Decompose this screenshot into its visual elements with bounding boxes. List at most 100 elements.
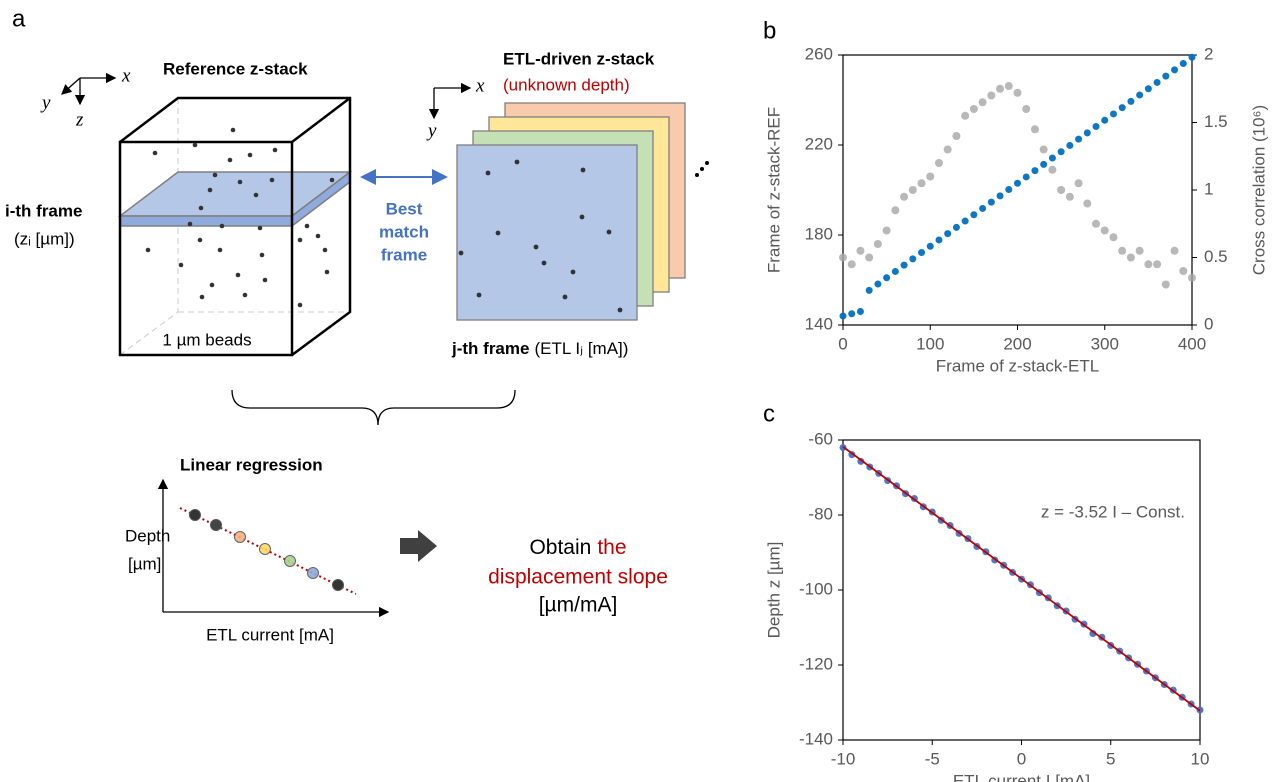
data-point	[979, 204, 987, 212]
data-point	[1083, 199, 1092, 208]
x-tick-label: 10	[1191, 749, 1210, 768]
data-point	[1100, 226, 1109, 235]
data-point	[1039, 145, 1048, 154]
x-tick-label: 200	[1003, 334, 1031, 353]
chart: c -10 -5 0 5 10 -140 -120 -100 -80 -60 ETL current …	[763, 400, 1209, 782]
data-point	[1188, 273, 1196, 282]
data-point	[934, 159, 943, 167]
big-arrow	[400, 530, 437, 562]
data-point	[1048, 165, 1057, 174]
y-tick-label: -120	[799, 654, 833, 673]
y2-tick-label: 0.5	[1204, 247, 1228, 266]
annotation: z = -3.52 I – Const.	[1041, 502, 1185, 521]
data-point	[1048, 154, 1056, 162]
data-point	[987, 198, 995, 206]
data-point	[1083, 129, 1091, 137]
x-tick-label: 0	[1017, 749, 1026, 768]
axis-label: x	[475, 75, 485, 96]
data-point	[996, 192, 1004, 200]
outcome-text: [µm/mA]	[539, 594, 618, 617]
data-point	[865, 286, 873, 294]
data-point	[1144, 85, 1152, 93]
outcome-text: displacement slope	[488, 566, 668, 589]
data-point	[1092, 219, 1101, 228]
brace	[231, 389, 516, 426]
data-point	[1170, 246, 1179, 255]
i-frame-depth: (zᵢ [µm])	[14, 229, 75, 248]
data-point	[1030, 125, 1039, 134]
data-point	[987, 91, 996, 100]
data-point	[1179, 60, 1187, 68]
chart: b 0 100 200 300 400 140 180 220 260 0 0.5 1 1.5 2 Frame…	[763, 17, 1268, 375]
data-point	[908, 186, 917, 194]
x-axis-title: ETL current I [mA]	[953, 771, 1090, 782]
axis-label: y	[40, 92, 51, 113]
data-point	[969, 105, 978, 113]
cube	[117, 96, 353, 357]
data-point	[1040, 160, 1048, 168]
data-point	[1144, 260, 1153, 269]
data-point	[847, 260, 856, 269]
y2-tick-label: 2	[1204, 44, 1213, 63]
etl-subtitle: (unknown depth)	[503, 75, 630, 94]
data-point	[873, 240, 882, 248]
panel-label: c	[763, 400, 775, 427]
data-point	[1136, 91, 1144, 99]
y2-axis-title: Cross correlation (10⁶)	[1249, 105, 1268, 275]
data-point	[882, 226, 891, 235]
axis-label: z	[75, 109, 84, 130]
data-point	[1153, 260, 1162, 269]
data-point	[935, 236, 943, 244]
data-point	[952, 132, 961, 140]
data-point	[1092, 123, 1100, 131]
outcome-text: Obtain	[529, 536, 591, 559]
ellipsis	[695, 161, 709, 177]
i-frame-label: i-th frame	[5, 201, 82, 220]
y-tick-label: -80	[808, 504, 833, 523]
data-point	[900, 261, 908, 269]
y2-tick-label: 1	[1204, 179, 1213, 198]
data-point	[856, 308, 864, 315]
data-point	[1171, 66, 1179, 74]
data-point	[1013, 88, 1022, 97]
data-point	[856, 246, 865, 255]
data-point	[1162, 72, 1170, 80]
data-point	[865, 253, 874, 262]
data-point	[909, 255, 917, 263]
y-tick-label: 180	[805, 224, 833, 243]
x-tick-label: 0	[838, 334, 847, 353]
outcome-text: the	[597, 536, 626, 559]
y2-tick-label: 1.5	[1204, 112, 1228, 131]
data-point	[1075, 135, 1083, 143]
outcome-line: Obtain the	[529, 536, 626, 559]
data-point	[1161, 280, 1170, 289]
y-tick-label: -60	[808, 429, 833, 448]
data-point	[1179, 267, 1188, 275]
data-point	[970, 211, 978, 219]
y-tick-label: 260	[805, 44, 833, 63]
data-point	[1118, 104, 1126, 112]
data-point	[1022, 173, 1030, 181]
panel-label: a	[12, 5, 26, 32]
data-point	[1074, 179, 1083, 188]
data-point	[952, 223, 960, 231]
best-match-label: match	[379, 222, 429, 241]
beads-label: 1 µm beads	[162, 330, 251, 349]
x-tick-label: 100	[916, 334, 944, 353]
reference-title: Reference z-stack	[163, 59, 308, 78]
panel-a: a x y z Reference z-stack i-th frame (zᵢ…	[5, 5, 709, 644]
x-axis-title: Frame of z-stack-ETL	[936, 356, 1099, 375]
data-point	[1022, 105, 1031, 113]
axis-arrow	[61, 77, 81, 95]
data-point	[1101, 116, 1109, 124]
data-point	[839, 312, 847, 320]
x-tick-label: -10	[831, 749, 856, 768]
data-point	[839, 253, 847, 262]
data-point	[1188, 53, 1196, 61]
regression-y-label: Depth	[125, 526, 170, 545]
y-axis-title: Frame of z-stack-REF	[764, 107, 783, 273]
y-tick-label: -100	[799, 579, 833, 598]
j-frame-label: j-th frame (ETL Iⱼ [mA])	[451, 339, 628, 358]
data-point	[978, 98, 987, 107]
